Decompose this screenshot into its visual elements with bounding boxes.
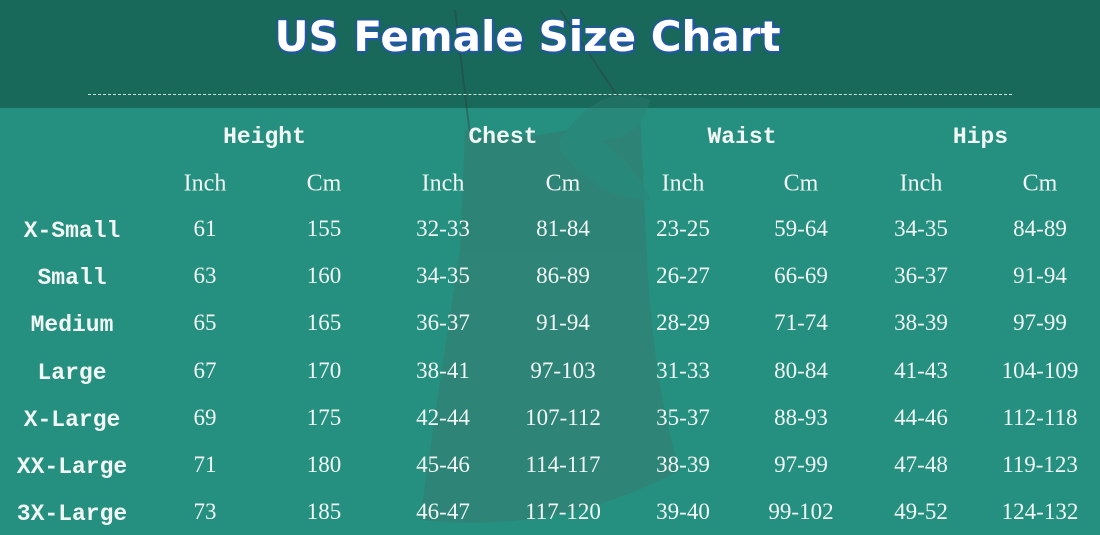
header-band [0, 0, 1100, 108]
cell-value: 44-46 [894, 404, 948, 430]
divider [88, 94, 1012, 95]
unit-header: Cm [1022, 170, 1058, 197]
cell-value: 45-46 [416, 452, 470, 477]
cell-value: 35-37 [656, 404, 710, 430]
cell-value: 36-37 [416, 310, 470, 336]
cell-value: 155 [306, 216, 342, 241]
cell-value: 84-89 [1013, 216, 1067, 241]
cell-value: 38-39 [656, 452, 710, 477]
unit-header: Cm [545, 170, 581, 197]
cell-value: 97-103 [530, 357, 596, 383]
cell-value: 23-25 [656, 216, 710, 241]
cell-value: 47-48 [894, 452, 948, 477]
cell-value: 86-89 [536, 263, 590, 289]
unit-header: Inch [421, 170, 465, 197]
group-header: Waist [707, 124, 777, 150]
size-label: Small [37, 265, 107, 292]
cell-value: 63 [193, 263, 217, 289]
size-label: 3X-Large [16, 501, 128, 528]
cell-value: 39-40 [656, 499, 710, 525]
group-header: Hips [952, 124, 1009, 150]
unit-header: Inch [899, 170, 943, 197]
cell-value: 104-109 [1001, 357, 1079, 383]
cell-value: 185 [306, 499, 342, 525]
size-label: Medium [30, 312, 114, 339]
unit-header: Inch [661, 170, 705, 197]
cell-value: 69 [193, 404, 217, 430]
cell-value: 88-93 [774, 404, 828, 430]
cell-value: 42-44 [416, 404, 470, 430]
cell-value: 165 [306, 310, 342, 336]
cell-value: 49-52 [894, 499, 948, 525]
cell-value: 32-33 [416, 216, 470, 241]
cell-value: 91-94 [536, 310, 590, 336]
cell-value: 99-102 [768, 499, 834, 525]
cell-value: 38-41 [416, 357, 470, 383]
cell-value: 67 [193, 357, 217, 383]
cell-value: 61 [193, 216, 217, 241]
cell-value: 31-33 [656, 357, 710, 383]
cell-value: 34-35 [894, 216, 948, 241]
cell-value: 71 [193, 452, 217, 477]
size-label: X-Small [23, 218, 121, 244]
group-header: Height [223, 124, 306, 150]
unit-header: Cm [783, 170, 819, 197]
cell-value: 73 [193, 499, 217, 525]
cell-value: 97-99 [1013, 310, 1067, 336]
cell-value: 81-84 [536, 216, 590, 241]
cell-value: 112-118 [1002, 404, 1078, 430]
cell-value: 71-74 [774, 310, 828, 336]
cell-value: 38-39 [894, 310, 948, 336]
size-label: X-Large [23, 406, 121, 433]
cell-value: 66-69 [774, 263, 828, 289]
cell-value: 160 [306, 263, 342, 289]
cell-value: 80-84 [774, 357, 828, 383]
cell-value: 175 [306, 404, 342, 430]
cell-value: 170 [306, 357, 342, 383]
cell-value: 46-47 [416, 499, 470, 525]
title: US Female Size Chart [274, 12, 781, 61]
cell-value: 36-37 [894, 263, 948, 289]
cell-value: 180 [306, 452, 342, 477]
size-label: Large [37, 359, 107, 386]
cell-value: 97-99 [774, 452, 828, 477]
cell-value: 28-29 [656, 310, 710, 336]
cell-value: 117-120 [525, 499, 601, 525]
cell-value: 26-27 [656, 263, 710, 289]
cell-value: 34-35 [416, 263, 470, 289]
unit-header: Cm [306, 170, 342, 197]
cell-value: 65 [193, 310, 217, 336]
cell-value: 114-117 [525, 452, 601, 477]
cell-value: 124-132 [1001, 499, 1079, 525]
cell-value: 41-43 [894, 357, 948, 383]
size-label: XX-Large [16, 454, 128, 480]
cell-value: 119-123 [1002, 452, 1078, 477]
cell-value: 91-94 [1013, 263, 1067, 289]
cell-value: 59-64 [774, 216, 828, 241]
group-header: Chest [468, 124, 538, 150]
unit-header: Inch [183, 170, 227, 197]
cell-value: 107-112 [525, 404, 601, 430]
